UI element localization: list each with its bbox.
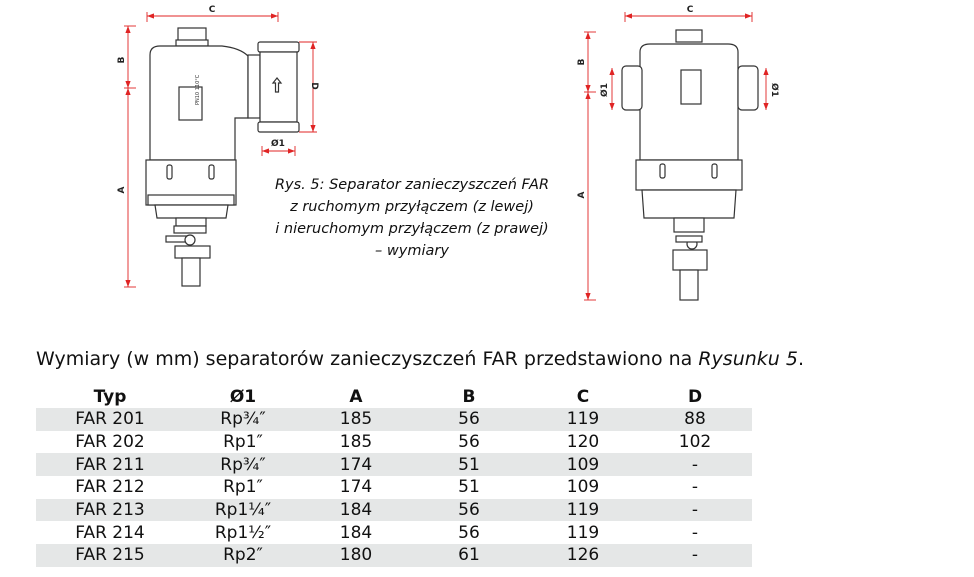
- table-row: FAR 212 Rp1″ 174 51 109 -: [36, 476, 752, 499]
- table-cell: 174: [302, 453, 410, 477]
- table-cell: 88: [638, 408, 752, 431]
- table-cell: 119: [528, 498, 638, 522]
- table-row: FAR 214 Rp1½″ 184 56 119 -: [36, 521, 752, 544]
- table-cell: FAR 211: [36, 453, 184, 477]
- table-cell: 184: [302, 498, 410, 522]
- table-cell: FAR 215: [36, 544, 184, 567]
- table-cell: -: [638, 498, 752, 522]
- table-cell: Rp2″: [184, 544, 302, 567]
- table-cell: FAR 201: [36, 408, 184, 431]
- table-cell: 56: [410, 408, 528, 431]
- left-separator-drawing: PN10 110°C: [145, 27, 300, 287]
- dim-label-o1-left: Ø1: [599, 83, 610, 97]
- caption-line: – wymiary: [375, 243, 449, 259]
- dim-label-a: A: [117, 186, 127, 193]
- figure-reference: Rysunku 5: [698, 348, 798, 370]
- dim-label-b-right: B: [577, 58, 587, 65]
- dim-label-c-right: C: [687, 5, 694, 15]
- table-cell: -: [691, 522, 699, 543]
- table-cell: 185: [302, 408, 410, 431]
- table-cell: 185: [339, 432, 373, 453]
- table-cell: 102: [678, 432, 712, 453]
- intro-text: Wymiary (w mm) separatorów zanieczyszcze…: [36, 348, 699, 370]
- header-c: C: [576, 387, 590, 407]
- table-cell: 56: [458, 522, 480, 543]
- table-cell: 119: [566, 522, 600, 543]
- table-cell: 56: [410, 498, 528, 522]
- table-cell: -: [638, 544, 752, 567]
- table-cell: Rp¾″: [184, 453, 302, 477]
- figure-caption: Rys. 5: Separator zanieczyszczeń FAR z r…: [262, 174, 562, 262]
- right-dimension-lines: [584, 12, 769, 301]
- header-b: B: [462, 387, 476, 407]
- dim-label-b: B: [117, 56, 127, 63]
- table-row: FAR 215 Rp2″ 180 61 126-: [36, 544, 752, 567]
- table-cell: Rp¾″: [184, 408, 302, 431]
- dim-label-d: D: [309, 82, 319, 89]
- left-dimension-lines: [124, 12, 317, 288]
- table-row: FAR 202 Rp1″ 185 56 120 102: [36, 431, 752, 454]
- table-cell: 180: [302, 544, 410, 567]
- table-cell: Rp1″: [223, 477, 263, 498]
- dimensions-table: Typ Ø1 A B C D FAR 201 Rp¾″ 185 56 119 88 FAR …: [36, 386, 752, 567]
- table-cell: 174: [339, 477, 373, 498]
- table-cell: FAR 214: [75, 522, 145, 543]
- table-cell: 109: [566, 477, 600, 498]
- caption-line: i nieruchomym przyłączem (z prawej): [275, 221, 549, 237]
- table-header-row: Typ Ø1 A B C D: [36, 386, 752, 408]
- dimension-drawings: PN10 110°C C B A D Ø1: [117, 5, 780, 301]
- caption-line: z ruchomym przyłączem (z lewej): [290, 199, 534, 215]
- header-o1: Ø1: [229, 387, 257, 407]
- caption-line: Rys. 5: Separator zanieczyszczeń FAR: [274, 177, 550, 193]
- table-cell: -: [638, 453, 752, 477]
- intro-end: .: [797, 348, 804, 370]
- table-cell: FAR 202: [75, 432, 145, 453]
- table-cell: 126: [528, 544, 638, 567]
- dim-label-a-right: A: [577, 191, 587, 198]
- table-cell: 51: [410, 453, 528, 477]
- dim-label-o1: Ø1: [271, 138, 285, 149]
- table-row: FAR 201 Rp¾″ 185 56 119 88: [36, 408, 752, 431]
- dim-label-o1-right: Ø1: [769, 83, 780, 97]
- table-cell: FAR 213: [36, 498, 184, 522]
- table-cell: FAR 212: [75, 477, 145, 498]
- table-cell: 109: [528, 453, 638, 477]
- table-row: FAR 211 Rp¾″ 174 51 109-: [36, 453, 752, 477]
- table-cell: Rp1¼″: [184, 498, 302, 522]
- table-cell: 120: [566, 432, 600, 453]
- device-label: PN10 110°C: [195, 74, 201, 105]
- table-cell: Rp1″: [223, 432, 263, 453]
- table-cell: 51: [458, 477, 480, 498]
- table-cell: 184: [339, 522, 373, 543]
- table-cell: 56: [458, 432, 480, 453]
- header-d: D: [687, 387, 703, 407]
- table-cell: Rp1½″: [214, 522, 272, 543]
- table-cell: 119: [528, 408, 638, 431]
- header-typ: Typ: [93, 387, 127, 407]
- right-separator-drawing: [621, 29, 759, 301]
- table-row: FAR 213 Rp1¼″ 184 56 119-: [36, 498, 752, 522]
- header-a: A: [349, 387, 363, 407]
- intro-paragraph: Wymiary (w mm) separatorów zanieczyszcze…: [36, 348, 804, 370]
- table-cell: 61: [410, 544, 528, 567]
- table-cell: -: [691, 477, 699, 498]
- dim-label-c: C: [209, 5, 216, 15]
